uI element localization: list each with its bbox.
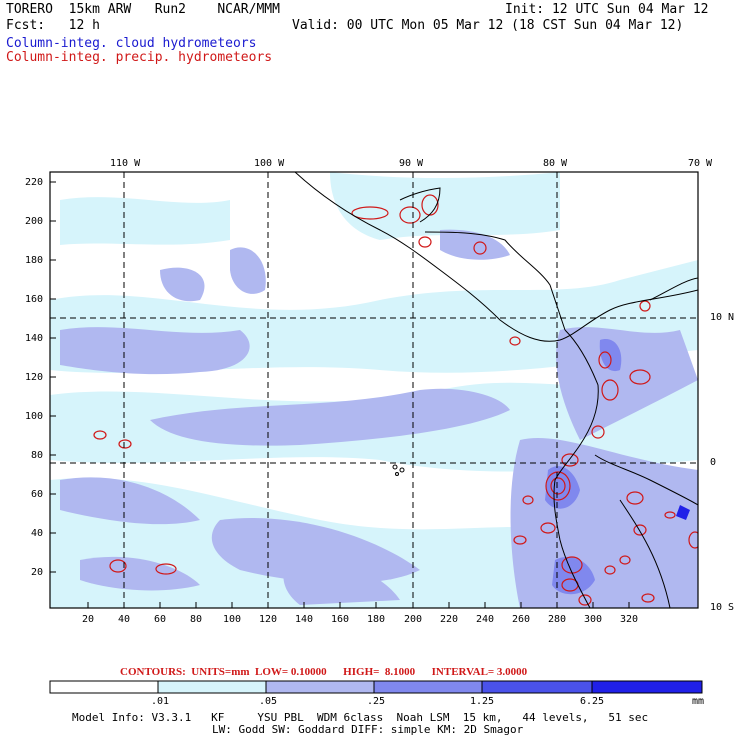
x-tick-220: 220 xyxy=(440,614,459,625)
x-tick-60: 60 xyxy=(154,614,167,625)
colorbar-box-4 xyxy=(481,680,593,694)
y-tick-220: 220 xyxy=(25,177,44,188)
y-tick-40: 40 xyxy=(31,528,44,539)
x-tick-260: 260 xyxy=(512,614,531,625)
lat-label-10n: 10 N xyxy=(710,312,735,323)
y-tick-160: 160 xyxy=(25,294,44,305)
axis-ticks xyxy=(50,181,630,608)
lon-label-100w: 100 W xyxy=(254,158,285,169)
colorbar-box-3 xyxy=(373,680,483,694)
colorbar-unit: mm xyxy=(692,696,705,707)
x-tick-40: 40 xyxy=(118,614,131,625)
x-tick-200: 200 xyxy=(404,614,423,625)
lat-label-10s: 10 S xyxy=(710,602,735,613)
y-tick-180: 180 xyxy=(25,255,44,266)
lat-label-0: 0 xyxy=(710,457,717,468)
colorbar-label-4: 6.25 xyxy=(580,696,605,707)
latlon-grid xyxy=(50,172,698,608)
y-tick-140: 140 xyxy=(25,333,44,344)
valid-time: Valid: 00 UTC Mon 05 Mar 12 (18 CST Sun … xyxy=(292,18,684,33)
x-tick-300: 300 xyxy=(584,614,603,625)
x-tick-280: 280 xyxy=(548,614,567,625)
legend-precip-hydrometeors: Column-integ. precip. hydrometeors xyxy=(6,50,273,65)
lon-label-70w: 70 W xyxy=(688,158,713,169)
colorbar-box-5 xyxy=(591,680,703,694)
lon-label-90w: 90 W xyxy=(399,158,424,169)
init-time: Init: 12 UTC Sun 04 Mar 12 xyxy=(505,2,709,17)
colorbar-label-3: 1.25 xyxy=(470,696,495,707)
physics-info: LW: Godd SW: Goddard DIFF: simple KM: 2D… xyxy=(212,723,524,736)
x-tick-240: 240 xyxy=(476,614,495,625)
legend-cloud-hydrometeors: Column-integ. cloud hydrometeors xyxy=(6,36,257,51)
model-info: Model Info: V3.3.1 KF YSU PBL WDM 6class… xyxy=(72,711,649,724)
x-tick-140: 140 xyxy=(295,614,314,625)
colorbar-box-1 xyxy=(157,680,267,694)
model-title: TORERO 15km ARW Run2 NCAR/MMM xyxy=(6,2,280,17)
y-tick-80: 80 xyxy=(31,450,44,461)
colorbar-label-1: .05 xyxy=(259,696,278,707)
x-tick-80: 80 xyxy=(190,614,203,625)
colorbar-box-2 xyxy=(265,680,375,694)
x-tick-320: 320 xyxy=(620,614,639,625)
x-tick-20: 20 xyxy=(82,614,95,625)
y-tick-120: 120 xyxy=(25,372,44,383)
x-tick-180: 180 xyxy=(367,614,386,625)
y-tick-100: 100 xyxy=(25,411,44,422)
cloud-field xyxy=(50,172,698,608)
y-tick-60: 60 xyxy=(31,489,44,500)
x-tick-160: 160 xyxy=(331,614,350,625)
precip-contours xyxy=(93,194,698,606)
y-tick-200: 200 xyxy=(25,216,44,227)
forecast-hour: Fcst: 12 h xyxy=(6,18,100,33)
map-frame xyxy=(49,171,699,609)
colorbar-label-2: .25 xyxy=(367,696,386,707)
y-tick-20: 20 xyxy=(31,567,44,578)
x-tick-120: 120 xyxy=(259,614,278,625)
x-tick-100: 100 xyxy=(223,614,242,625)
lon-label-110w: 110 W xyxy=(110,158,141,169)
contours-info: CONTOURS: UNITS=mm LOW= 0.10000 HIGH= 8.… xyxy=(120,666,528,678)
colorbar-box-0 xyxy=(49,680,159,694)
colorbar xyxy=(49,680,703,694)
lon-label-80w: 80 W xyxy=(543,158,568,169)
colorbar-label-0: .01 xyxy=(151,696,170,707)
